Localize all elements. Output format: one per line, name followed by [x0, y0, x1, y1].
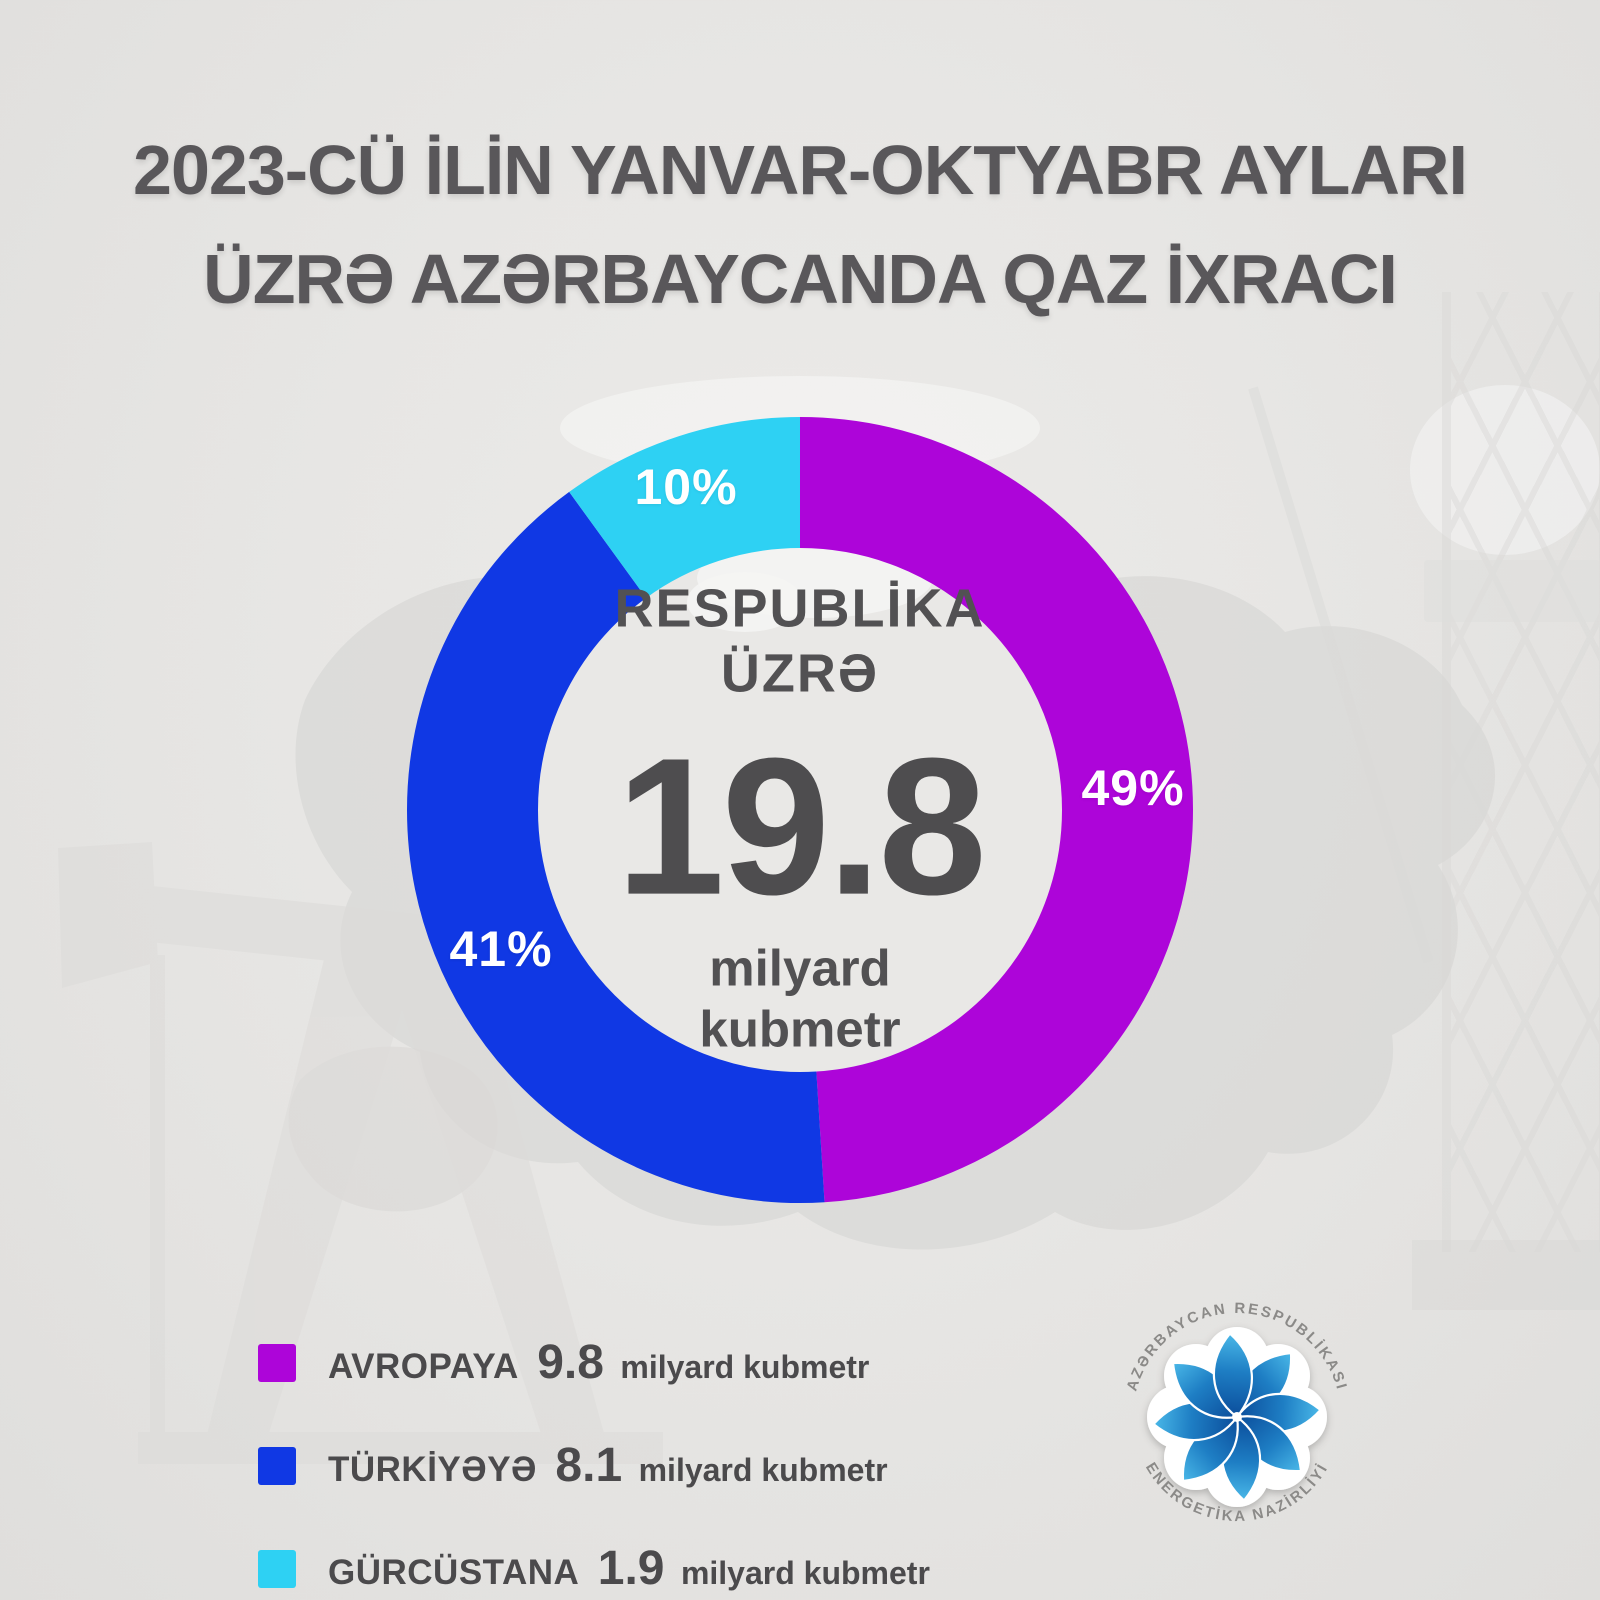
percent-label-gurcustana: 10% [634, 459, 738, 515]
page-title: 2023-CÜ İLİN YANVAR-OKTYABR AYLARI ÜZRƏ … [0, 116, 1600, 333]
legend-unit: milyard kubmetr [620, 1349, 870, 1385]
legend-row-turkiyeye: TÜRKİYƏYƏ 8.1 milyard kubmetr [258, 1438, 930, 1493]
legend-value: 1.9 [597, 1542, 665, 1595]
percent-label-turkiyeye: 41% [449, 921, 553, 977]
legend-value: 8.1 [555, 1439, 623, 1492]
legend-value: 9.8 [537, 1336, 604, 1389]
legend-label: TÜRKİYƏYƏ [328, 1450, 537, 1489]
oil-rig-silhouette [1442, 292, 1600, 1252]
page-title-line2: ÜZRƏ AZƏRBAYCANDA QAZ İXRACI [203, 239, 1398, 318]
donut-hole [536, 546, 1064, 1074]
center-unit-line1: milyard [709, 940, 891, 997]
center-total-value: 19.8 [616, 717, 987, 936]
legend-row-gurcustana: GÜRCÜSTANA 1.9 milyard kubmetr [258, 1541, 930, 1596]
oil-rig-platform [1412, 1240, 1600, 1310]
chart-legend: AVROPAYA 9.8 milyard kubmetr TÜRKİYƏYƏ 8… [258, 1335, 930, 1596]
donut-chart [407, 417, 1193, 1203]
ministry-logo: AZƏRBAYCAN RESPUBLİKASI ENERGETİKA NAZİR… [1123, 1300, 1348, 1525]
legend-unit: milyard kubmetr [638, 1452, 888, 1488]
oil-rig-cabin [1424, 560, 1600, 622]
legend-label: AVROPAYA [328, 1347, 519, 1386]
donut-arc-turkiyeye [407, 417, 1193, 1203]
donut-center-text: RESPUBLİKA ÜZRƏ 19.8 milyard kubmetr [614, 577, 987, 1060]
swirl-flower-icon [1151, 1331, 1323, 1503]
legend-swatch-turkiyeye [258, 1446, 296, 1485]
legend-swatch-gurcustana [258, 1549, 296, 1588]
center-label-line2: ÜZRƏ [720, 643, 880, 704]
crane-boom-silhouette [1248, 386, 1434, 964]
legend-label: GÜRCÜSTANA [328, 1553, 580, 1592]
page-title-line1: 2023-CÜ İLİN YANVAR-OKTYABR AYLARI [133, 131, 1468, 209]
percent-label-avropaya: 49% [1081, 760, 1185, 816]
center-unit-line2: kubmetr [699, 1000, 901, 1058]
donut-arc-gurcustana [407, 417, 1193, 1203]
legend-swatch-avropaya [258, 1343, 296, 1382]
legend-unit: milyard kubmetr [680, 1555, 930, 1591]
center-label-line1: RESPUBLİKA [614, 578, 986, 639]
legend-row-avropaya: AVROPAYA 9.8 milyard kubmetr [258, 1335, 930, 1390]
